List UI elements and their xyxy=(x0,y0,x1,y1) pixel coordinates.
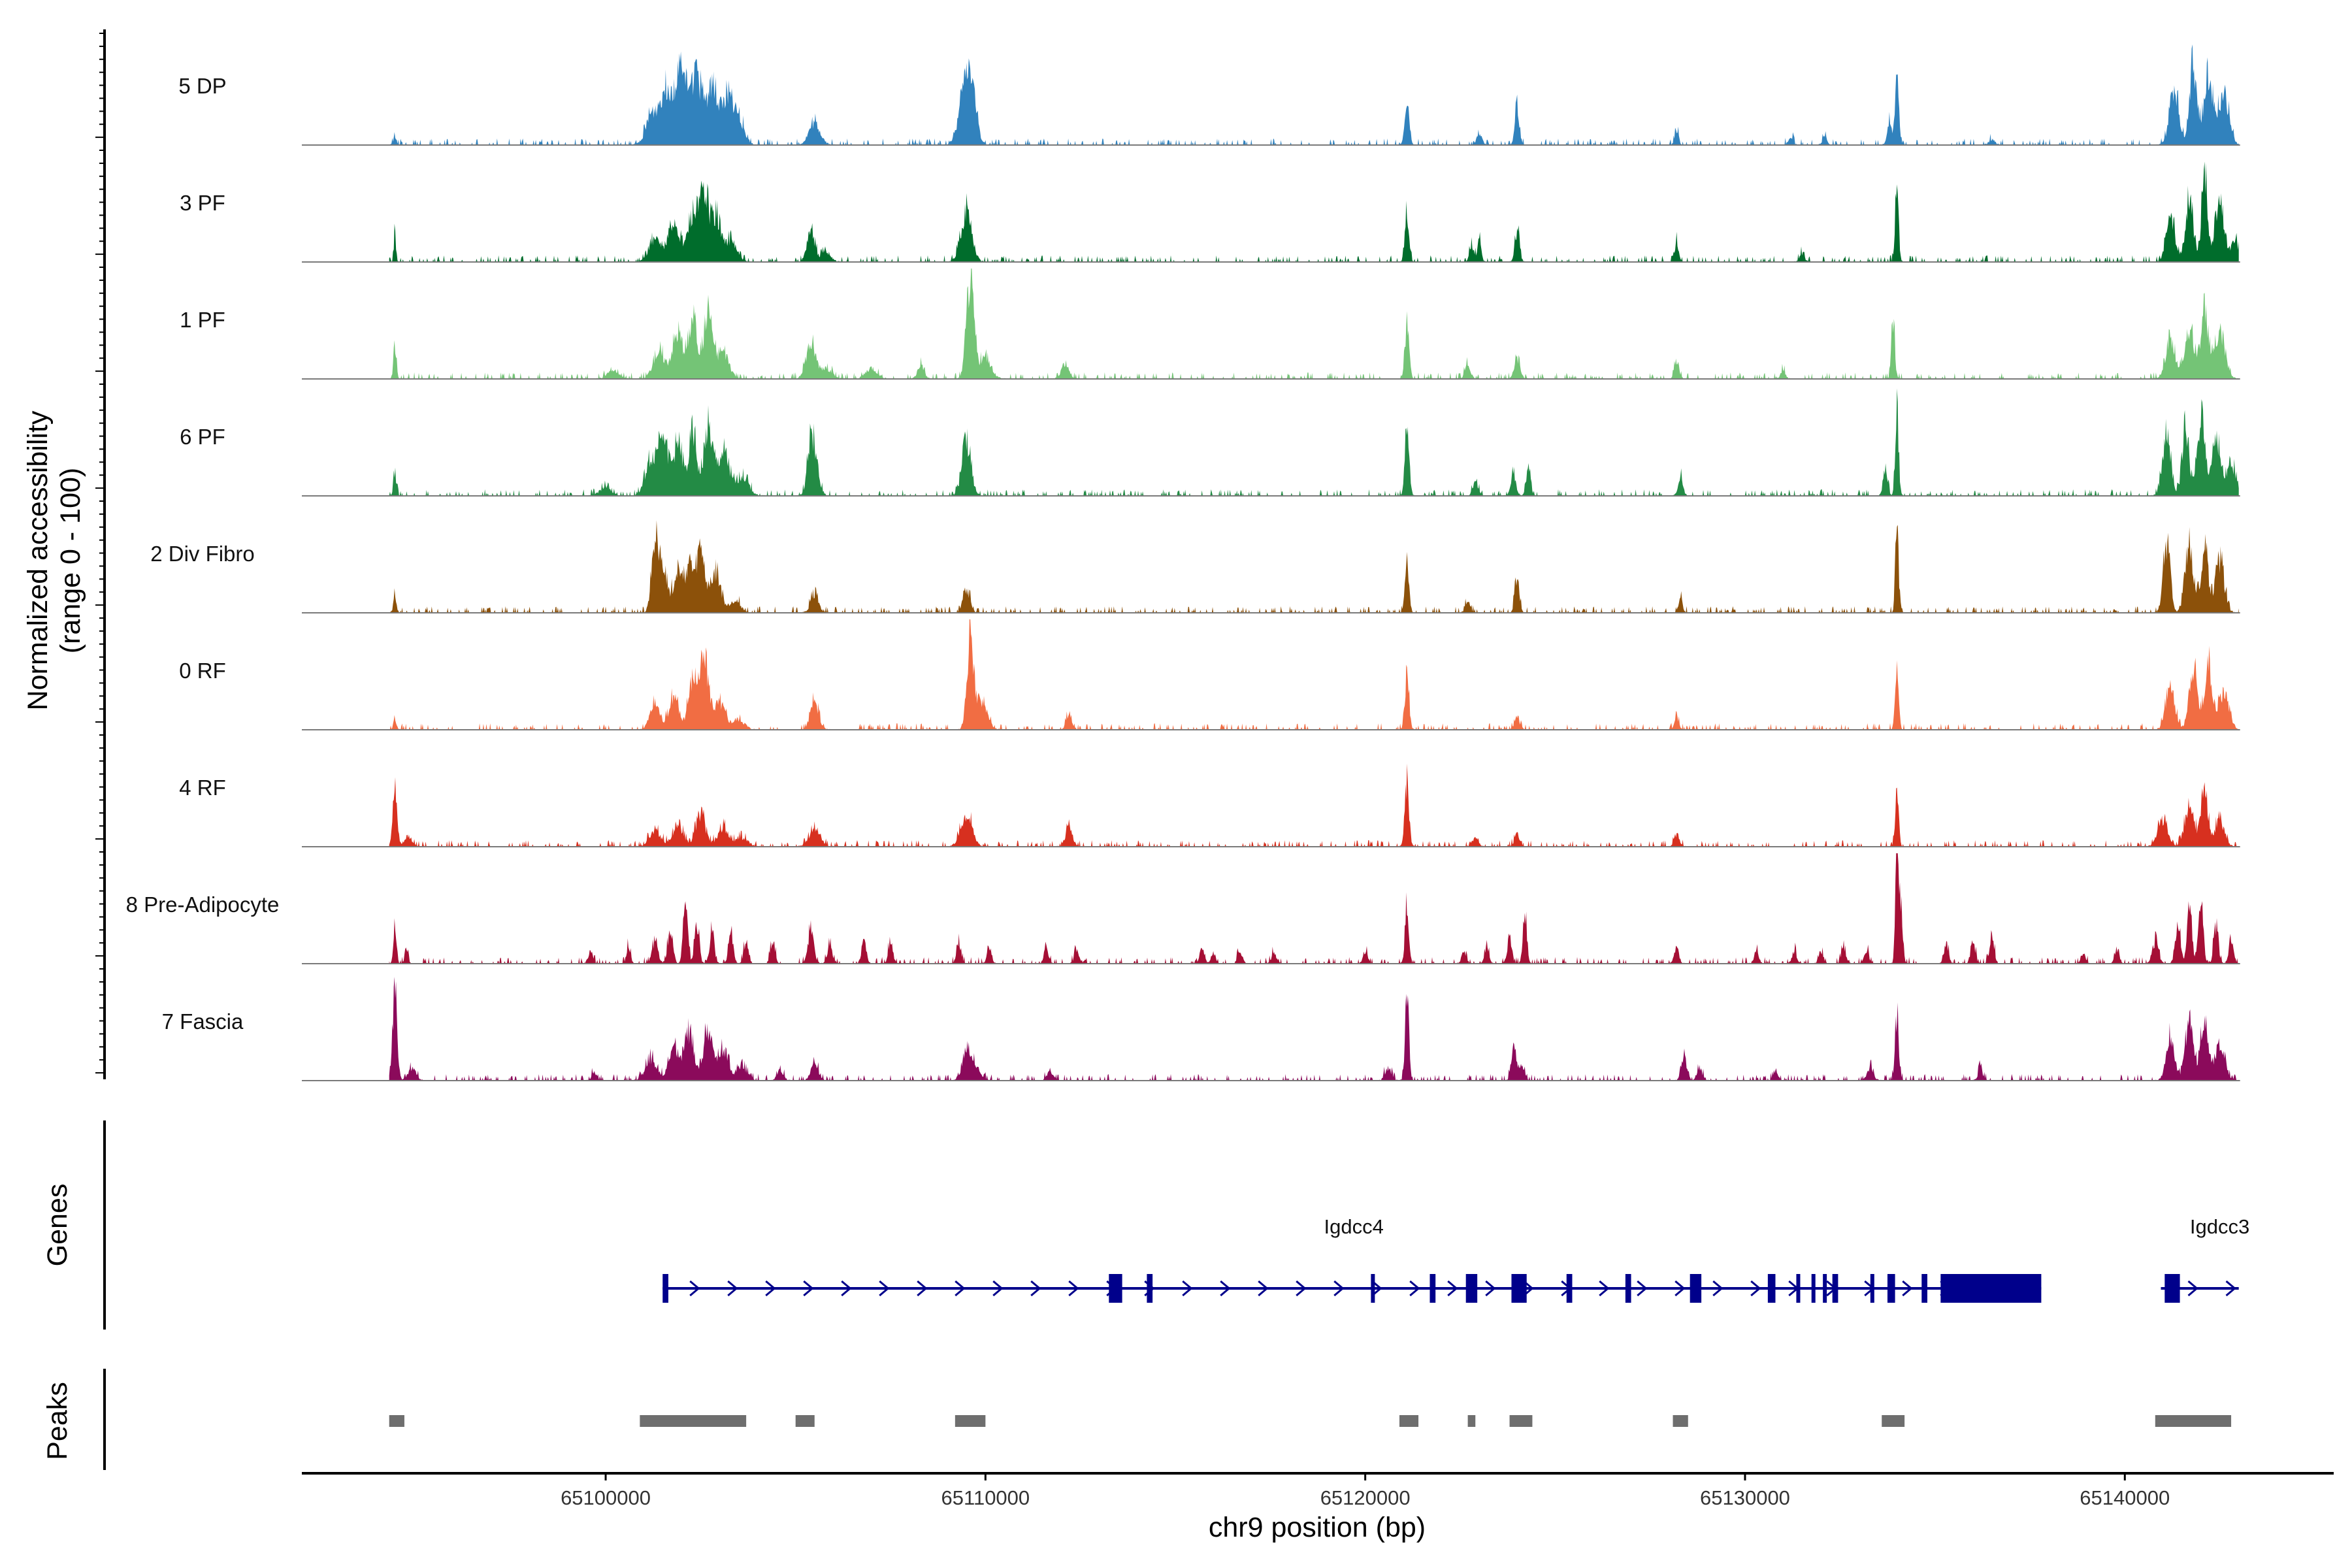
gene-exon xyxy=(1429,1274,1436,1303)
gene-exon xyxy=(1625,1274,1631,1303)
strand-arrow xyxy=(879,1280,890,1297)
strand-arrow xyxy=(2187,1280,2198,1297)
x-tick-label: 65130000 xyxy=(1700,1486,1790,1509)
peak-region xyxy=(795,1415,815,1427)
peak-region xyxy=(1399,1415,1419,1427)
track-label: 8 Pre-Adipocyte xyxy=(126,892,280,917)
strand-arrow xyxy=(1750,1280,1761,1297)
y-axis-title-line2: (range 0 - 100) xyxy=(55,468,86,653)
gene-exon xyxy=(1940,1274,2042,1303)
gene-exon xyxy=(1823,1274,1827,1303)
coverage-area xyxy=(389,269,2239,379)
peak-region xyxy=(955,1415,986,1427)
track-label: 2 Div Fibro xyxy=(150,542,255,566)
strand-arrow xyxy=(955,1280,966,1297)
gene-exon xyxy=(1566,1274,1573,1303)
strand-arrow xyxy=(1409,1280,1420,1297)
track-label: 6 PF xyxy=(180,425,225,449)
genes-panel: Genes Igdcc4 Igdcc3 xyxy=(42,1120,2249,1330)
coverage-area xyxy=(389,763,2239,847)
x-axis-title: chr9 position (bp) xyxy=(1209,1512,1426,1543)
gene-exon xyxy=(1811,1274,1816,1303)
coverage-area xyxy=(389,388,2239,496)
x-axis: 65100000 65110000 65120000 65130000 65140000… xyxy=(302,1472,2334,1543)
strand-arrow xyxy=(803,1280,814,1297)
track-label: 3 PF xyxy=(180,191,225,215)
strand-arrow xyxy=(765,1280,776,1297)
strand-arrow xyxy=(1068,1280,1079,1297)
strand-arrow xyxy=(1447,1280,1458,1297)
genes-track-label: Genes xyxy=(42,1184,73,1267)
track-label: 0 RF xyxy=(179,659,226,683)
peak-region xyxy=(1467,1415,1476,1427)
x-tick-label: 65100000 xyxy=(561,1486,651,1509)
strand-arrow xyxy=(1599,1280,1610,1297)
gene-exon xyxy=(1832,1274,1838,1303)
gene-exon xyxy=(1511,1274,1527,1303)
gene-name: Igdcc4 xyxy=(1324,1215,1384,1238)
y-axis-title-line1: Normalized accessibility xyxy=(22,410,54,710)
track-label: 5 DP xyxy=(178,74,226,98)
peak-region xyxy=(640,1415,747,1427)
strand-arrow xyxy=(1371,1280,1382,1297)
track-label: 1 PF xyxy=(180,308,225,332)
strand-arrow xyxy=(2225,1280,2236,1297)
x-tick-label: 65110000 xyxy=(941,1486,1030,1509)
strand-arrow xyxy=(1712,1280,1723,1297)
gene-name: Igdcc3 xyxy=(2190,1215,2249,1238)
peak-region xyxy=(1882,1415,1905,1427)
y-axis-ticks xyxy=(95,29,106,1079)
strand-arrow xyxy=(1258,1280,1269,1297)
gene-exon xyxy=(2164,1274,2180,1303)
strand-arrow xyxy=(1333,1280,1345,1297)
track-label: 7 Fascia xyxy=(162,1009,244,1034)
gene-exon xyxy=(1371,1274,1375,1303)
coverage-tracks: 5 DP 3 PF 1 PF 6 PF 2 Div Fibro 0 RF 4 RF 8 Pre… xyxy=(126,44,2240,1081)
strand-arrow xyxy=(1296,1280,1307,1297)
coverage-area xyxy=(389,44,2239,145)
peaks-panel: Peaks xyxy=(42,1369,2232,1470)
gene-exon xyxy=(1870,1274,1874,1303)
strand-arrow xyxy=(1485,1280,1496,1297)
gene-exon xyxy=(1887,1274,1895,1303)
coverage-area xyxy=(389,161,2239,262)
strand-arrow xyxy=(1182,1280,1193,1297)
strand-arrow xyxy=(1030,1280,1041,1297)
gene-exon xyxy=(1690,1274,1702,1303)
coverage-area xyxy=(389,619,2239,730)
peak-region xyxy=(389,1415,404,1427)
coverage-area xyxy=(389,977,2239,1081)
strand-arrow xyxy=(727,1280,738,1297)
strand-arrow xyxy=(1637,1280,1648,1297)
gene-exon xyxy=(1109,1274,1122,1303)
strand-arrow xyxy=(917,1280,928,1297)
strand-arrow xyxy=(1220,1280,1231,1297)
gene-exon xyxy=(1796,1274,1801,1303)
peaks-track-label: Peaks xyxy=(42,1382,73,1460)
strand-arrow xyxy=(1902,1280,1913,1297)
gene-exon xyxy=(1921,1274,1927,1303)
gene-exon xyxy=(1465,1274,1478,1303)
track-label: 4 RF xyxy=(179,776,226,800)
gene-exon xyxy=(1767,1274,1776,1303)
peak-region xyxy=(1673,1415,1688,1427)
strand-arrow xyxy=(689,1280,700,1297)
peak-region xyxy=(1509,1415,1533,1427)
strand-arrow xyxy=(992,1280,1004,1297)
gene-exon xyxy=(662,1274,668,1303)
strand-arrow xyxy=(1674,1280,1686,1297)
gene-exon xyxy=(1147,1274,1153,1303)
x-tick-label: 65140000 xyxy=(2080,1486,2170,1509)
coverage-area xyxy=(389,520,2239,613)
strand-arrow xyxy=(841,1280,852,1297)
coverage-area xyxy=(389,853,2239,964)
x-tick-label: 65120000 xyxy=(1320,1486,1411,1509)
peak-region xyxy=(2155,1415,2232,1427)
